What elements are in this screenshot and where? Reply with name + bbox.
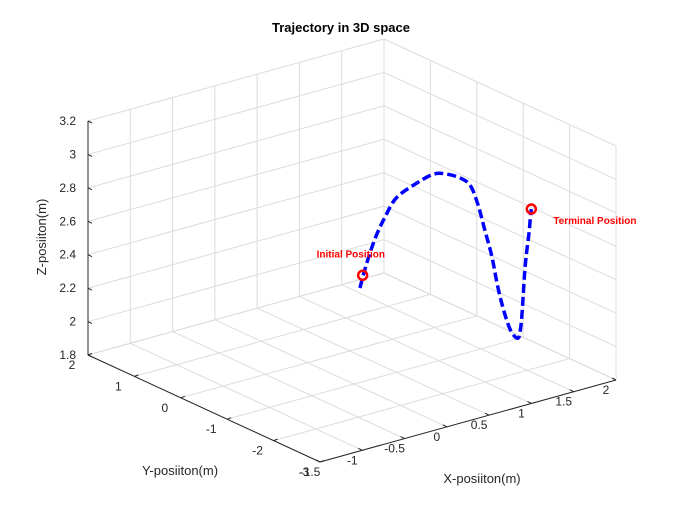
x-tick-label: 1.5 [555, 395, 572, 409]
z-tick-label: 2.2 [59, 281, 76, 295]
x-tick-mark [315, 459, 321, 463]
chart-title: Trajectory in 3D space [272, 20, 410, 35]
position-markers: Initial Position Terminal Position [317, 203, 636, 282]
x-tick-label: -1.5 [300, 465, 321, 479]
wall-grid-line [383, 172, 617, 281]
x-tick-mark [400, 436, 405, 440]
y-tick-mark [227, 417, 232, 420]
wall-grid-line [383, 272, 617, 381]
z-axis-label: Z-posiiton(m) [34, 199, 49, 276]
tick-labels: -1.5-1-0.500.511.52-3-2-10121.822.22.42.… [59, 114, 609, 479]
y-axis-label: Y-posiiton(m) [142, 463, 218, 478]
floor-grid-line [134, 293, 431, 377]
floor-grid-line [256, 307, 490, 416]
z-tick-label: 2 [69, 315, 76, 329]
z-tick-label: 3.2 [59, 114, 76, 128]
z-tick-label: 2.6 [59, 214, 76, 228]
wall-grid-line [87, 71, 385, 155]
axes [87, 120, 617, 463]
x-tick-mark [358, 447, 363, 451]
z-tick-mark [87, 220, 93, 224]
wall-grid-line [87, 205, 385, 289]
floor-grid-line [214, 319, 448, 428]
wall-grid-line [383, 71, 617, 180]
y-axis-line [87, 354, 321, 463]
initial-position-label: Initial Position [317, 249, 385, 260]
y-tick-label: 1 [115, 379, 122, 393]
z-tick-mark [87, 254, 93, 258]
z-tick-label: 2.8 [59, 181, 76, 195]
x-axis-label: X-posiiton(m) [443, 471, 520, 486]
grid-lines [87, 38, 617, 463]
wall-grid-line [87, 239, 385, 323]
wall-grid-line [383, 205, 617, 314]
position-marker [525, 203, 538, 215]
y-tick-label: -1 [206, 422, 217, 436]
floor-grid-line [273, 358, 570, 442]
wall-grid-line [87, 38, 385, 122]
x-tick-mark [569, 389, 574, 393]
floor-grid-line [341, 284, 574, 393]
floor-grid-line [299, 295, 532, 404]
y-tick-label: 0 [161, 401, 168, 415]
z-tick-mark [87, 287, 93, 291]
y-tick-mark [273, 438, 278, 442]
y-tick-label: -2 [252, 444, 263, 458]
trajectory-line [358, 171, 534, 340]
x-tick-label: 1 [518, 406, 525, 420]
y-tick-mark [180, 395, 185, 399]
floor-grid-line [172, 331, 405, 440]
wall-grid-line [87, 105, 385, 189]
z-tick-mark [87, 187, 93, 191]
wall-grid-line [383, 38, 617, 147]
z-tick-label: 3 [69, 147, 76, 161]
x-tick-mark [527, 400, 532, 404]
x-tick-mark [484, 412, 490, 416]
y-tick-mark [134, 374, 139, 377]
z-tick-mark [87, 153, 93, 157]
x-tick-label: 0.5 [471, 418, 488, 432]
floor-grid-line [180, 315, 477, 399]
floor-grid-line [227, 336, 524, 420]
z-tick-label: 1.8 [59, 348, 76, 362]
z-tick-mark [87, 120, 93, 124]
wall-grid-line [383, 138, 617, 247]
y-tick-label: -3 [299, 465, 310, 479]
wall-grid-line [87, 272, 385, 356]
x-axis-line [319, 379, 617, 463]
wall-grid-line [87, 172, 385, 256]
x-tick-mark [442, 424, 448, 428]
position-marker [356, 269, 369, 282]
x-tick-label: -1 [347, 453, 358, 467]
z-tick-mark [87, 354, 93, 358]
x-tick-label: 0 [434, 430, 441, 444]
terminal-position-label: Terminal Position [553, 216, 636, 227]
x-tick-label: 2 [603, 383, 610, 397]
trajectory-series [358, 171, 534, 340]
y-tick-label: 2 [69, 358, 76, 372]
wall-grid-line [87, 138, 385, 222]
x-tick-label: -0.5 [384, 442, 405, 456]
floor-grid-line [130, 342, 363, 451]
wall-grid-line [383, 105, 617, 214]
x-tick-mark [611, 377, 617, 381]
z-tick-mark [87, 321, 93, 325]
z-tick-label: 2.4 [59, 248, 76, 262]
y-tick-mark [87, 353, 93, 356]
y-tick-mark [319, 460, 325, 463]
